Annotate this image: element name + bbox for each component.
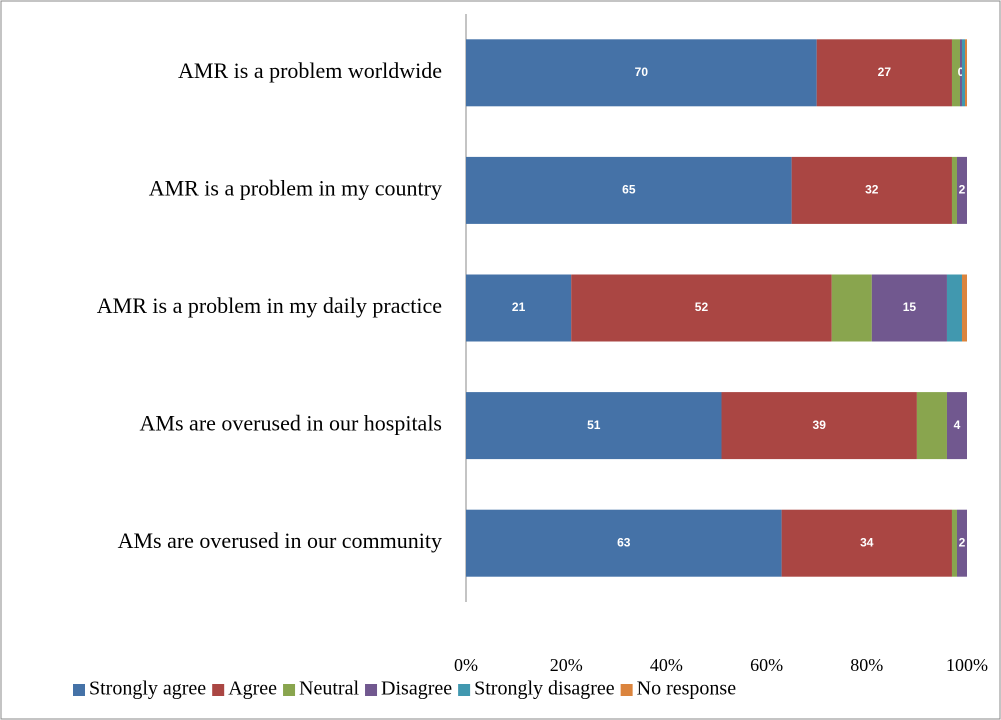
bar-segment xyxy=(871,274,947,342)
bar-segment xyxy=(466,39,817,107)
x-tick-label: 100% xyxy=(946,655,988,675)
data-label: 2 xyxy=(959,183,966,197)
data-label: 15 xyxy=(903,300,917,314)
legend-swatch xyxy=(73,684,85,696)
data-label: 32 xyxy=(865,183,879,197)
data-label: 51 xyxy=(587,418,601,432)
legend-swatch xyxy=(283,684,296,696)
legend-swatch xyxy=(365,684,378,696)
x-tick-label: 0% xyxy=(454,655,478,675)
data-label: 0 xyxy=(958,65,965,79)
data-label: 65 xyxy=(622,183,636,197)
x-tick-label: 60% xyxy=(750,655,783,675)
data-label: 52 xyxy=(695,300,709,314)
bar-segment xyxy=(571,274,832,342)
bar-segment xyxy=(791,156,952,224)
data-label: 39 xyxy=(813,418,827,432)
y-tick-label: AMs are overused in our hospitals xyxy=(140,411,442,436)
bar-segment xyxy=(951,156,957,224)
legend-label: Disagree xyxy=(381,678,452,700)
y-tick-label: AMR is a problem in my daily practice xyxy=(97,293,442,318)
y-tick-label: AMR is a problem worldwide xyxy=(178,58,442,83)
bar-segment xyxy=(951,39,960,107)
bar-segment xyxy=(946,274,962,342)
data-label: 4 xyxy=(954,418,961,432)
bar-segment xyxy=(831,274,872,342)
legend-label: Neutral xyxy=(299,678,359,700)
legend-label: Agree xyxy=(228,678,277,700)
bar-segment xyxy=(961,39,965,107)
legend-swatch xyxy=(620,684,633,696)
bar-segment xyxy=(466,509,782,577)
legend-label: Strongly agree xyxy=(89,678,206,700)
bar-segment xyxy=(466,156,792,224)
bar-segment xyxy=(959,39,962,107)
y-tick-label: AMR is a problem in my country xyxy=(149,175,442,200)
bar-segment xyxy=(916,392,947,460)
legend-swatch xyxy=(212,684,225,696)
x-tick-label: 80% xyxy=(850,655,883,675)
data-label: 2 xyxy=(959,535,966,549)
legend-label: Strongly disagree xyxy=(474,678,615,700)
bar-segment xyxy=(466,274,572,342)
x-tick-label: 40% xyxy=(650,655,683,675)
y-tick-label: AMs are overused in our community xyxy=(118,528,442,553)
legend-label: No response xyxy=(637,678,737,700)
bar-segment xyxy=(956,156,967,224)
data-label: 63 xyxy=(617,535,631,549)
data-label: 34 xyxy=(860,535,874,549)
data-label: 70 xyxy=(635,65,649,79)
bar-segment xyxy=(946,392,967,460)
bar-segment xyxy=(956,509,967,577)
bar-segment xyxy=(964,39,967,107)
data-label: 27 xyxy=(878,65,892,79)
x-tick-label: 20% xyxy=(550,655,583,675)
data-label: 21 xyxy=(512,300,526,314)
legend-swatch xyxy=(458,684,471,696)
bar-segment xyxy=(951,509,957,577)
bar-segment xyxy=(816,39,952,107)
bar-segment xyxy=(961,274,967,342)
bar-segment xyxy=(721,392,917,460)
bar-segment xyxy=(781,509,952,577)
bar-segment xyxy=(466,392,722,460)
